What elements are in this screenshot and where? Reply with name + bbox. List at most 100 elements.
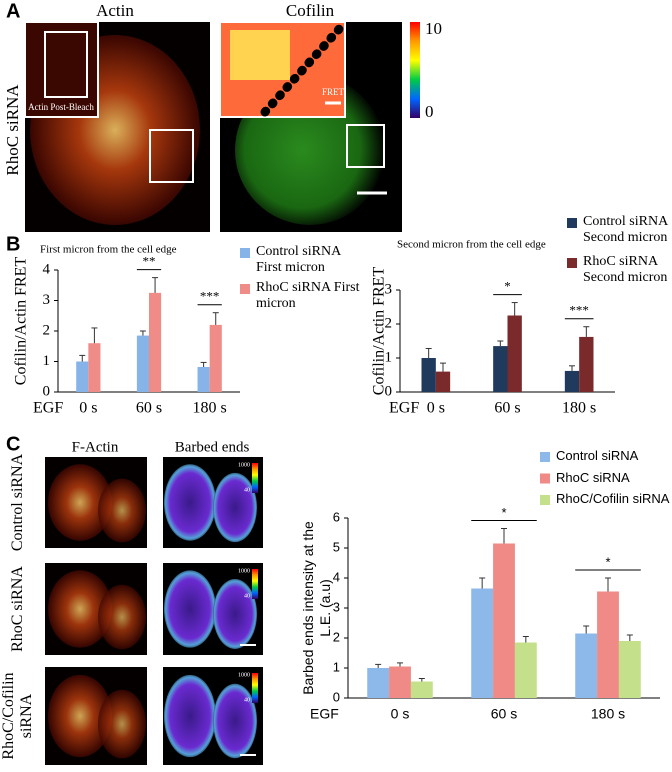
bar (421, 358, 436, 392)
panel-label: B (6, 233, 20, 255)
inset-label: FRET (322, 87, 345, 97)
bar (618, 641, 641, 698)
colorbar (252, 463, 258, 493)
y-tick-label: 3 (333, 599, 340, 614)
cell (98, 478, 146, 543)
y-axis-label: Cofilin/Actin FRET (371, 267, 388, 396)
y-tick-label: 1 (385, 349, 393, 365)
bar (149, 292, 162, 392)
inset-texture (230, 30, 290, 80)
y-axis-label: Cofilin/Actin FRET (13, 257, 30, 386)
chart: 0 1 2 3 4 5 6 EGF 0 s 60 s 180 s * * (310, 452, 660, 722)
bar (367, 668, 390, 698)
row-title: RhoC siRNA (3, 84, 22, 176)
cell (98, 584, 146, 650)
legend-label: RhoC siRNA First micron (256, 280, 360, 311)
cell (48, 674, 112, 758)
bar (435, 371, 451, 392)
y-tick-label: 1 (333, 659, 340, 674)
panel-label: A (6, 0, 20, 22)
significance-label: *** (569, 303, 589, 318)
bar (197, 366, 210, 392)
cell (213, 683, 257, 759)
y-tick-label: 6 (333, 509, 340, 524)
bar (507, 315, 522, 392)
row-title: RhoC/Cofilin siRNA (0, 672, 35, 759)
legend-label: Control siRNA Second micron (583, 214, 668, 245)
colorbar (410, 22, 420, 118)
roi (346, 124, 385, 168)
y-tick-label: 0 (385, 383, 393, 399)
column-title: F-Actin (72, 439, 119, 455)
cell (213, 579, 257, 649)
row-title: Control siRNA (9, 454, 26, 551)
edge-dots (260, 23, 345, 117)
legend-label: RhoC siRNA Second micron (583, 254, 667, 285)
bar (389, 666, 411, 698)
legend-swatch (567, 258, 577, 268)
bar (88, 343, 101, 392)
y-axis-label: Barbed ends intensity at the L.E. (a.u) (300, 521, 333, 695)
legend-label: RhoC siRNA (556, 470, 630, 485)
colorbar-label: 40 (244, 593, 250, 599)
legend-label: Control siRNA (556, 448, 639, 463)
legend-label: Control siRNA Second micron (583, 214, 668, 245)
significance-label: ** (143, 254, 156, 269)
x-tick-label: 60 s (491, 706, 517, 722)
colorbar (252, 673, 258, 703)
bar (514, 642, 537, 698)
column-title: Barbed ends (175, 439, 250, 455)
chart: 0 1 2 3 4 First micron from the cell edge Cofi… (13, 244, 250, 417)
y-axis-label: Barbed ends intensity at the L.E. (a.u) (300, 521, 333, 695)
x-tick-label: 0 s (79, 400, 97, 417)
legend-swatch (240, 284, 250, 294)
x-tick-label: 180 s (193, 400, 227, 417)
legend-label: RhoC siRNA First micron (256, 280, 360, 311)
row-title: RhoC siRNA (9, 566, 26, 652)
significance-label: * (501, 505, 506, 520)
colorbar-label: 10 (425, 19, 442, 38)
x-tick-label: 60 s (494, 400, 520, 417)
legend-swatch (540, 452, 550, 462)
y-tick-label: 5 (333, 539, 340, 554)
legend-swatch (240, 248, 250, 258)
colorbar-label: 40 (244, 487, 250, 493)
x-tick-label: 180 s (562, 400, 596, 417)
bar (597, 591, 619, 698)
chart-title: First micron from the cell edge (40, 244, 177, 256)
y-tick-label: 4 (333, 569, 340, 584)
colorbar-label: 1000 (238, 672, 250, 678)
legend-label: Control siRNA First micron (256, 244, 341, 275)
legend-swatch (540, 495, 550, 505)
y-tick-label: 3 (43, 292, 51, 308)
column-title: Cofilin (286, 1, 335, 20)
inset (24, 21, 99, 118)
legend-label: Control siRNA First micron (256, 244, 341, 275)
roi (149, 129, 194, 183)
cell (164, 570, 216, 648)
significance-label: *** (200, 289, 220, 304)
cell (98, 689, 146, 759)
colorbar-label: 1000 (238, 568, 250, 574)
bar (410, 681, 433, 698)
x-tick-label: 60 s (136, 400, 162, 417)
chart-title: Second micron from the cell edge (397, 239, 546, 251)
legend-swatch (567, 218, 577, 228)
bar (564, 370, 580, 392)
colorbar-label: 40 (244, 697, 250, 703)
colorbar-label: 0 (425, 102, 434, 121)
bar (575, 633, 598, 698)
y-tick-label: 0 (333, 689, 340, 704)
y-tick-label: 1 (43, 353, 51, 369)
colorbar (252, 569, 258, 599)
x-tick-label: 180 s (591, 706, 625, 722)
y-tick-label: 2 (385, 315, 393, 331)
x-axis-label: EGF (33, 400, 63, 417)
x-tick-label: 0 s (427, 400, 445, 417)
panel-label: C (6, 433, 20, 455)
bar (471, 588, 494, 698)
row-title: RhoC siRNA (9, 566, 26, 652)
roi (44, 31, 88, 98)
x-tick-label: 0 s (391, 706, 410, 722)
chart: 0 1 2 3 Second micron from the cell edge Cofi… (371, 218, 615, 417)
